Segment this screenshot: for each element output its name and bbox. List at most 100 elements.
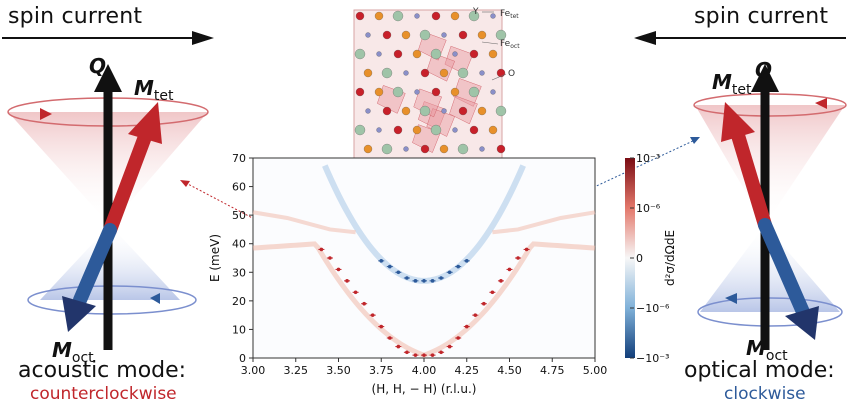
left-spin-current-label: spin current [8, 4, 143, 29]
data-point [455, 336, 462, 340]
red-connector-arrowhead-icon [180, 180, 190, 187]
data-point [421, 353, 427, 357]
oct-precession-cone [700, 225, 840, 312]
x-tick-label: 3.75 [369, 364, 394, 377]
x-tick-label: 4.00 [412, 364, 437, 377]
x-tick-label: 4.25 [455, 364, 480, 377]
x-tick-label: 4.50 [497, 364, 522, 377]
data-point [506, 267, 513, 272]
data-point [352, 290, 359, 295]
data-point [412, 279, 419, 283]
m-oct-arrowhead-icon [62, 296, 96, 332]
left-mode-diagram [7, 64, 209, 350]
data-point [326, 256, 333, 260]
data-point [446, 344, 453, 349]
x-tick-label: 3.50 [326, 364, 351, 377]
data-point [523, 247, 530, 252]
data-point [429, 353, 436, 357]
x-axis-label: (H, H, − H) (r.l.u.) [372, 382, 477, 396]
tet-orbit-arrow-icon [40, 108, 52, 120]
colorbar-tick-label: −10⁻⁶ [636, 302, 670, 315]
data-point [515, 256, 522, 260]
data-point [369, 313, 376, 317]
data-point [421, 279, 427, 283]
crystal-structure-image: Y Fetet Feoct O [353, 7, 520, 166]
blue-connector-arrowhead-icon [690, 137, 700, 144]
y-tick-label: 70 [232, 152, 246, 165]
data-point [361, 301, 368, 306]
left-q-label: Q [89, 54, 107, 78]
y-tick-label: 40 [232, 238, 246, 251]
y-tick-label: 20 [232, 295, 246, 308]
data-point [412, 353, 419, 357]
tet-orbit-arrow-icon [815, 98, 827, 109]
data-point [386, 336, 393, 340]
data-point [395, 270, 402, 275]
right-mode-diagram [693, 64, 847, 350]
right-m-tet-label: Mtet [712, 70, 752, 98]
oct-orbit-arrow-icon [725, 293, 737, 304]
y-tick-label: 60 [232, 181, 246, 194]
m-oct-arrowhead-icon [785, 306, 819, 340]
colorbar-tick-label: 10⁻⁶ [636, 202, 661, 215]
data-point [318, 247, 325, 252]
left-spin-current-arrow [2, 31, 214, 45]
data-point [438, 350, 445, 355]
optical-mode-label: optical mode: [684, 358, 835, 383]
y-tick-label: 0 [239, 352, 246, 365]
right-spin-current-arrow [634, 31, 846, 45]
data-point [489, 290, 496, 295]
data-point [429, 279, 436, 283]
fe-tet-atom-label: Fetet [500, 9, 519, 20]
y-atom-label: Y [472, 7, 479, 17]
colorbar-tick-label: −10⁻³ [636, 352, 669, 365]
data-point [378, 259, 385, 263]
colorbar-label: d²σ/dΩdE [663, 230, 675, 286]
data-point [438, 276, 445, 280]
y-tick-label: 30 [232, 266, 246, 279]
left-m-tet-label: Mtet [134, 76, 174, 104]
upper-band-right [492, 210, 596, 235]
magnon-dispersion-chart: 3.00 3.25 3.50 3.75 4.00 4.25 4.50 4.75 5.00 0 10… [208, 152, 635, 396]
data-point [335, 267, 342, 272]
left-m-oct-label: Moct [52, 338, 94, 366]
counterclockwise-label: counterclockwise [30, 384, 177, 404]
oct-precession-orbit [697, 297, 843, 327]
x-tick-label: 4.75 [540, 364, 565, 377]
data-point [480, 301, 487, 306]
q-arrowhead-icon [94, 64, 122, 92]
m-tet-arrowhead-icon [721, 102, 755, 142]
colorbar-axis: 10⁻³ 10⁻⁶ 0 −10⁻⁶ −10⁻³ d²σ/dΩdE [630, 152, 675, 365]
fe-oct-atom-label: Feoct [500, 39, 520, 50]
data-point [446, 270, 453, 275]
tet-precession-orbit [693, 93, 847, 117]
y-tick-label: 50 [232, 209, 246, 222]
y-tick-label: 10 [232, 323, 246, 336]
data-point [344, 279, 351, 283]
data-point [378, 324, 385, 329]
x-tick-label: 3.25 [284, 364, 309, 377]
y-axis-label: E (meV) [208, 234, 222, 282]
data-point [403, 350, 410, 355]
data-point [497, 279, 504, 283]
q-arrowhead-icon [751, 64, 779, 92]
x-tick-label: 5.00 [583, 364, 608, 377]
clockwise-label: clockwise [724, 384, 806, 404]
data-point [386, 264, 393, 269]
data-point [463, 324, 470, 329]
colorbar-tick-label: 10⁻³ [636, 152, 660, 165]
right-spin-current-label: spin current [694, 4, 829, 29]
m-tet-arrowhead-icon [128, 102, 162, 144]
data-point [463, 259, 470, 263]
upper-band-left [252, 210, 356, 235]
x-tick-label: 3.00 [241, 364, 266, 377]
right-q-label: Q [755, 58, 773, 82]
acoustic-mode-label: acoustic mode: [18, 358, 187, 383]
data-point [403, 276, 410, 280]
right-m-oct-label: Moct [746, 336, 788, 364]
data-point [395, 344, 402, 349]
o-atom-label: O [508, 69, 515, 79]
data-point [472, 313, 479, 317]
colorbar-tick-label: 0 [636, 252, 643, 265]
data-point [455, 264, 462, 269]
